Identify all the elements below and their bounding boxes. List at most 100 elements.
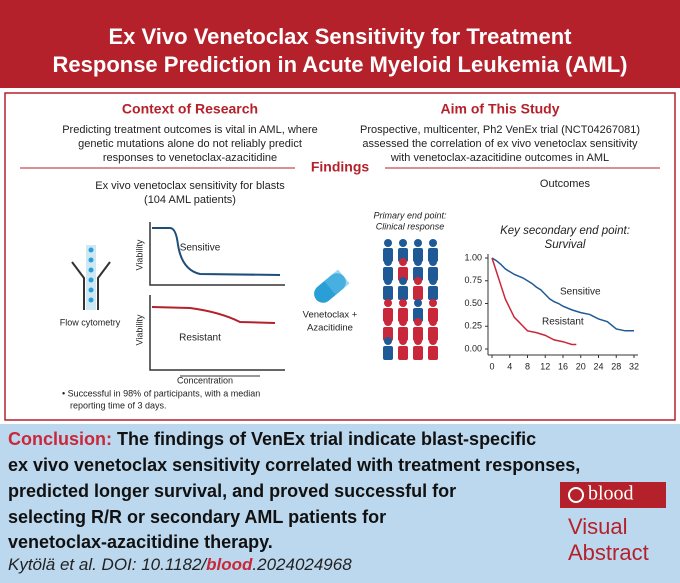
x-tick-label: 4 [507, 361, 512, 371]
person-body [413, 267, 423, 281]
person-body [383, 286, 393, 300]
axis-label: Viability [134, 239, 144, 270]
chart-title: Key secondary end point: [500, 225, 630, 237]
title: Response Prediction in Acute Myeloid Leu… [53, 52, 628, 77]
findings-panel [4, 92, 676, 421]
heading: Aim of This Study [441, 101, 560, 117]
person-head [429, 239, 437, 247]
person-head [414, 318, 422, 326]
x-tick-label: 16 [558, 361, 568, 371]
person-body [383, 346, 393, 360]
conclusion-text: venetoclax-azacitidine therapy. [8, 532, 273, 552]
context-text: genetic mutations alone do not reliably … [78, 138, 302, 150]
chart-title: Survival [545, 239, 586, 251]
person-head [399, 239, 407, 247]
person-head [384, 277, 392, 285]
note: reporting time of 3 days. [70, 400, 167, 410]
y-tick-label: 0.25 [464, 321, 482, 331]
note: • Successful in 98% of participants, wit… [62, 388, 260, 398]
aim-text: assessed the correlation of ex vivo vene… [362, 138, 638, 150]
person-body [398, 248, 408, 262]
person-head [414, 299, 422, 307]
pill-icon [314, 269, 350, 303]
conclusion-text: Conclusion: The findings of VenEx trial … [8, 429, 536, 449]
axis-label: Viability [134, 314, 144, 345]
y-tick-label: 0.75 [464, 275, 482, 285]
aim-text: with venetoclax-azacitidine outcomes in … [390, 152, 609, 164]
person-head [384, 239, 392, 247]
conclusion-text: ex vivo venetoclax sensitivity correlate… [8, 455, 580, 475]
person-head [429, 299, 437, 307]
aim-text: Prospective, multicenter, Ph2 VenEx tria… [360, 124, 640, 136]
x-tick-label: 28 [611, 361, 621, 371]
endpoint-label: Clinical response [376, 221, 445, 231]
citation-prefix: Kytölä et al. DOI: 10.1182/ [8, 555, 208, 574]
survival-curve [491, 257, 634, 332]
heading: Context of Research [122, 101, 258, 117]
panel-title: Ex vivo venetoclax sensitivity for blast… [95, 180, 285, 192]
logo-text: Visual [568, 514, 628, 539]
header-bg [0, 0, 680, 88]
outcomes-title: Outcomes [540, 178, 591, 190]
person-head [429, 258, 437, 266]
person-head [414, 277, 422, 285]
person-body [413, 308, 423, 322]
mini-charts [149, 222, 285, 377]
y-tick-label: 0.50 [464, 298, 482, 308]
people-icons [383, 239, 438, 360]
person-body [428, 327, 438, 341]
y-tick-label: 1.00 [464, 252, 482, 262]
person-body [413, 327, 423, 341]
person-head [384, 337, 392, 345]
person-body [428, 286, 438, 300]
person-body [383, 327, 393, 341]
person-head [384, 258, 392, 266]
y-tick-label: 0.00 [464, 343, 482, 353]
person-body [383, 308, 393, 322]
person-head [399, 258, 407, 266]
citation-journal: blood [206, 555, 253, 574]
person-body [413, 286, 423, 300]
legend-label: Resistant [542, 317, 584, 328]
flow-icon [71, 245, 111, 310]
citation: Kytölä et al. DOI: 10.1182/blood.2024024… [8, 555, 352, 574]
heading: Findings [311, 159, 370, 175]
curve-label: Resistant [179, 333, 221, 344]
person-body [383, 248, 393, 262]
survival-chart: 0.00 0.25 0.50 0.75 1.00 0 4 8 12 16 20 24 28 32 Sensi… [464, 252, 639, 371]
drug-label: Azacitidine [307, 323, 353, 334]
context-text: Predicting treatment outcomes is vital i… [62, 124, 318, 136]
person-body [383, 267, 393, 281]
person-head [384, 299, 392, 307]
logo-bg [560, 482, 666, 508]
person-body [428, 308, 438, 322]
survival-curve [491, 257, 577, 346]
legend-label: Sensitive [560, 287, 601, 298]
person-body [428, 346, 438, 360]
person-head [429, 337, 437, 345]
flow-label: Flow cytometry [60, 317, 121, 327]
person-head [399, 299, 407, 307]
drug-label: Venetoclax + [303, 310, 358, 321]
x-tick-label: 24 [593, 361, 603, 371]
person-head [414, 258, 422, 266]
person-body [428, 248, 438, 262]
person-head [399, 337, 407, 345]
panel-title: (104 AML patients) [144, 194, 236, 206]
conclusion-label: Conclusion: [8, 429, 112, 449]
person-body [398, 308, 408, 322]
x-tick-label: 12 [540, 361, 550, 371]
person-body [413, 248, 423, 262]
x-tick-label: 8 [525, 361, 530, 371]
endpoint-label: Primary end point: [373, 210, 447, 220]
context-text: responses to venetoclax-azacitidine [103, 152, 277, 164]
person-head [429, 277, 437, 285]
logo-brand: blood [588, 483, 634, 505]
x-tick-label: 20 [576, 361, 586, 371]
logo-text: Abstract [568, 540, 649, 565]
person-head [399, 277, 407, 285]
person-body [398, 286, 408, 300]
person-body [413, 346, 423, 360]
conclusion-text: predicted longer survival, and proved su… [8, 481, 456, 501]
